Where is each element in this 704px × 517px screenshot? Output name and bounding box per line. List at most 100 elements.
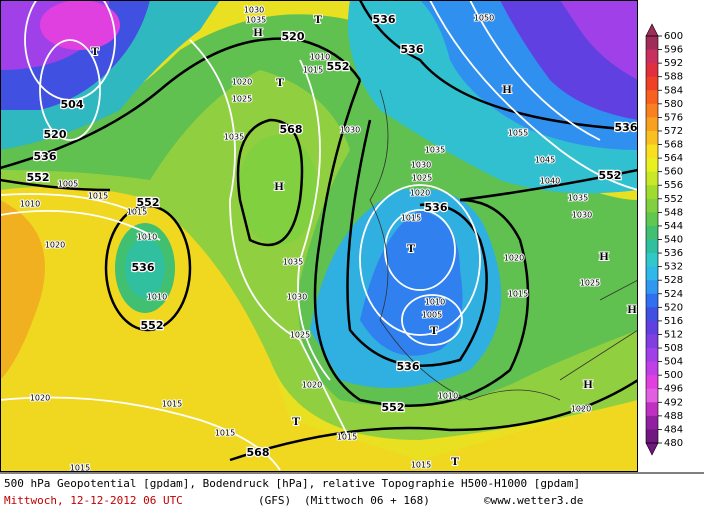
colorbar-bin [646, 402, 658, 417]
colorbar-tick-label: 484 [664, 424, 683, 435]
isobar-label: 1005 [422, 311, 442, 320]
geopotential-label: 536 [34, 150, 57, 163]
isobar-label: 1015 [215, 429, 235, 438]
colorbar-tick-label: 552 [664, 194, 683, 205]
geopotential-label: 536 [615, 121, 638, 134]
isobar-label: 1015 [88, 192, 108, 201]
geopotential-label: 552 [599, 169, 622, 182]
colorbar-tick-label: 496 [664, 384, 683, 395]
isobar-label: 1025 [580, 279, 600, 288]
geopotential-label: 504 [61, 98, 84, 111]
isobar-label: 1035 [425, 146, 445, 155]
pressure-center: H [274, 179, 284, 193]
isobar-label: 1035 [568, 194, 588, 203]
isobar-label: 1015 [162, 400, 182, 409]
geopotential-label: 520 [44, 128, 67, 141]
colorbar-bin [646, 320, 658, 335]
colorbar-tick-label: 564 [664, 153, 683, 164]
colorbar-bin [646, 307, 658, 322]
pressure-center: H [502, 82, 512, 96]
pressure-center: T [292, 414, 300, 428]
geopotential-label: 568 [280, 123, 303, 136]
map: 1005 1010 1015 1015 1010 1010 1020 1020 1015 1015… [0, 0, 638, 472]
pressure-center: T [314, 12, 322, 26]
colorbar-tick-label: 536 [664, 248, 683, 259]
colorbar-tick-label: 516 [664, 316, 683, 327]
map-frame [0, 0, 638, 472]
colorbar-tick-label: 548 [664, 207, 683, 218]
geopotential-label: 536 [401, 43, 424, 56]
colorbar-bin [646, 198, 658, 213]
isobar-label: 1030 [572, 211, 592, 220]
isobar-label: 1020 [504, 254, 524, 263]
colorbar-tick-label: 492 [664, 397, 683, 408]
colorbar-bin [646, 90, 658, 105]
colorbar-bin [646, 429, 658, 444]
pressure-center: T [451, 454, 459, 468]
isobar-label: 1020 [302, 381, 322, 390]
geopotential-label: 568 [247, 446, 270, 459]
colorbar-bin [646, 212, 658, 227]
colorbar-tick-label: 580 [664, 99, 683, 110]
isobar-label: 1010 [425, 298, 445, 307]
isobar-label: 1030 [340, 126, 360, 135]
geopotential-label: 536 [425, 201, 448, 214]
colorbar-bin [646, 361, 658, 376]
colorbar-tick-label: 572 [664, 126, 683, 137]
colorbar-bin [646, 36, 658, 51]
colorbar-tick-label: 600 [664, 31, 683, 42]
pressure-center: T [430, 323, 438, 337]
pressure-center: H [627, 302, 637, 316]
isobar-label: 1010 [438, 392, 458, 401]
isobar-label: 1035 [246, 16, 266, 25]
colorbar-cap [645, 442, 659, 456]
colorbar-tick-label: 532 [664, 262, 683, 273]
geopotential-label: 536 [373, 13, 396, 26]
pressure-center: H [599, 249, 609, 263]
colorbar-tick-label: 520 [664, 302, 683, 313]
colorbar-tick-label: 576 [664, 112, 683, 123]
colorbar-tick-label: 540 [664, 235, 683, 246]
isobar-label: 1015 [411, 461, 431, 470]
colorbar-tick-label: 560 [664, 167, 683, 178]
colorbar-bin [646, 266, 658, 281]
geopotential-label: 520 [282, 30, 305, 43]
colorbar-tick-label: 544 [664, 221, 683, 232]
isobar-label: 1035 [224, 133, 244, 142]
isobar-label: 1030 [287, 293, 307, 302]
geopotential-label: 552 [327, 60, 350, 73]
colorbar-bin [646, 388, 658, 403]
geopotential-label: 552 [27, 171, 50, 184]
isobar-label: 1025 [232, 95, 252, 104]
pressure-center: T [407, 241, 415, 255]
isobar-label: 1010 [20, 200, 40, 209]
colorbar-bin [646, 293, 658, 308]
isobar-label: 1045 [535, 156, 555, 165]
colorbar-tick-label: 584 [664, 85, 683, 96]
colorbar-bin [646, 130, 658, 146]
isobar-label: 1015 [401, 214, 421, 223]
colorbar-bin [646, 49, 658, 64]
colorbar-tick-label: 500 [664, 370, 683, 381]
isobar-label: 1010 [310, 53, 330, 62]
geopotential-label: 536 [132, 261, 155, 274]
geopotential-label: 552 [141, 319, 164, 332]
isobar-label: 1030 [411, 161, 431, 170]
colorbar-bin [646, 171, 658, 186]
isobar-label: 1010 [137, 233, 157, 242]
colorbar-bin [646, 280, 658, 295]
isobar-label: 1020 [232, 78, 252, 87]
isobar-label: 1020 [45, 241, 65, 250]
isobar-label: 1040 [540, 177, 560, 186]
footer-date: Mittwoch, 12-12-2012 06 UTC [4, 494, 183, 507]
colorbar-bin [646, 225, 658, 240]
pressure-center: T [91, 44, 99, 58]
footer-title: 500 hPa Geopotential [gpdam], Bodendruck… [4, 477, 580, 490]
geopotential-label: 552 [382, 401, 405, 414]
geopotential-label: 552 [137, 196, 160, 209]
colorbar-tick-label: 508 [664, 343, 683, 354]
isobar-label: 1050 [474, 14, 494, 23]
isobar-label: 1025 [412, 174, 432, 183]
colorbar-tick-label: 596 [664, 45, 683, 56]
